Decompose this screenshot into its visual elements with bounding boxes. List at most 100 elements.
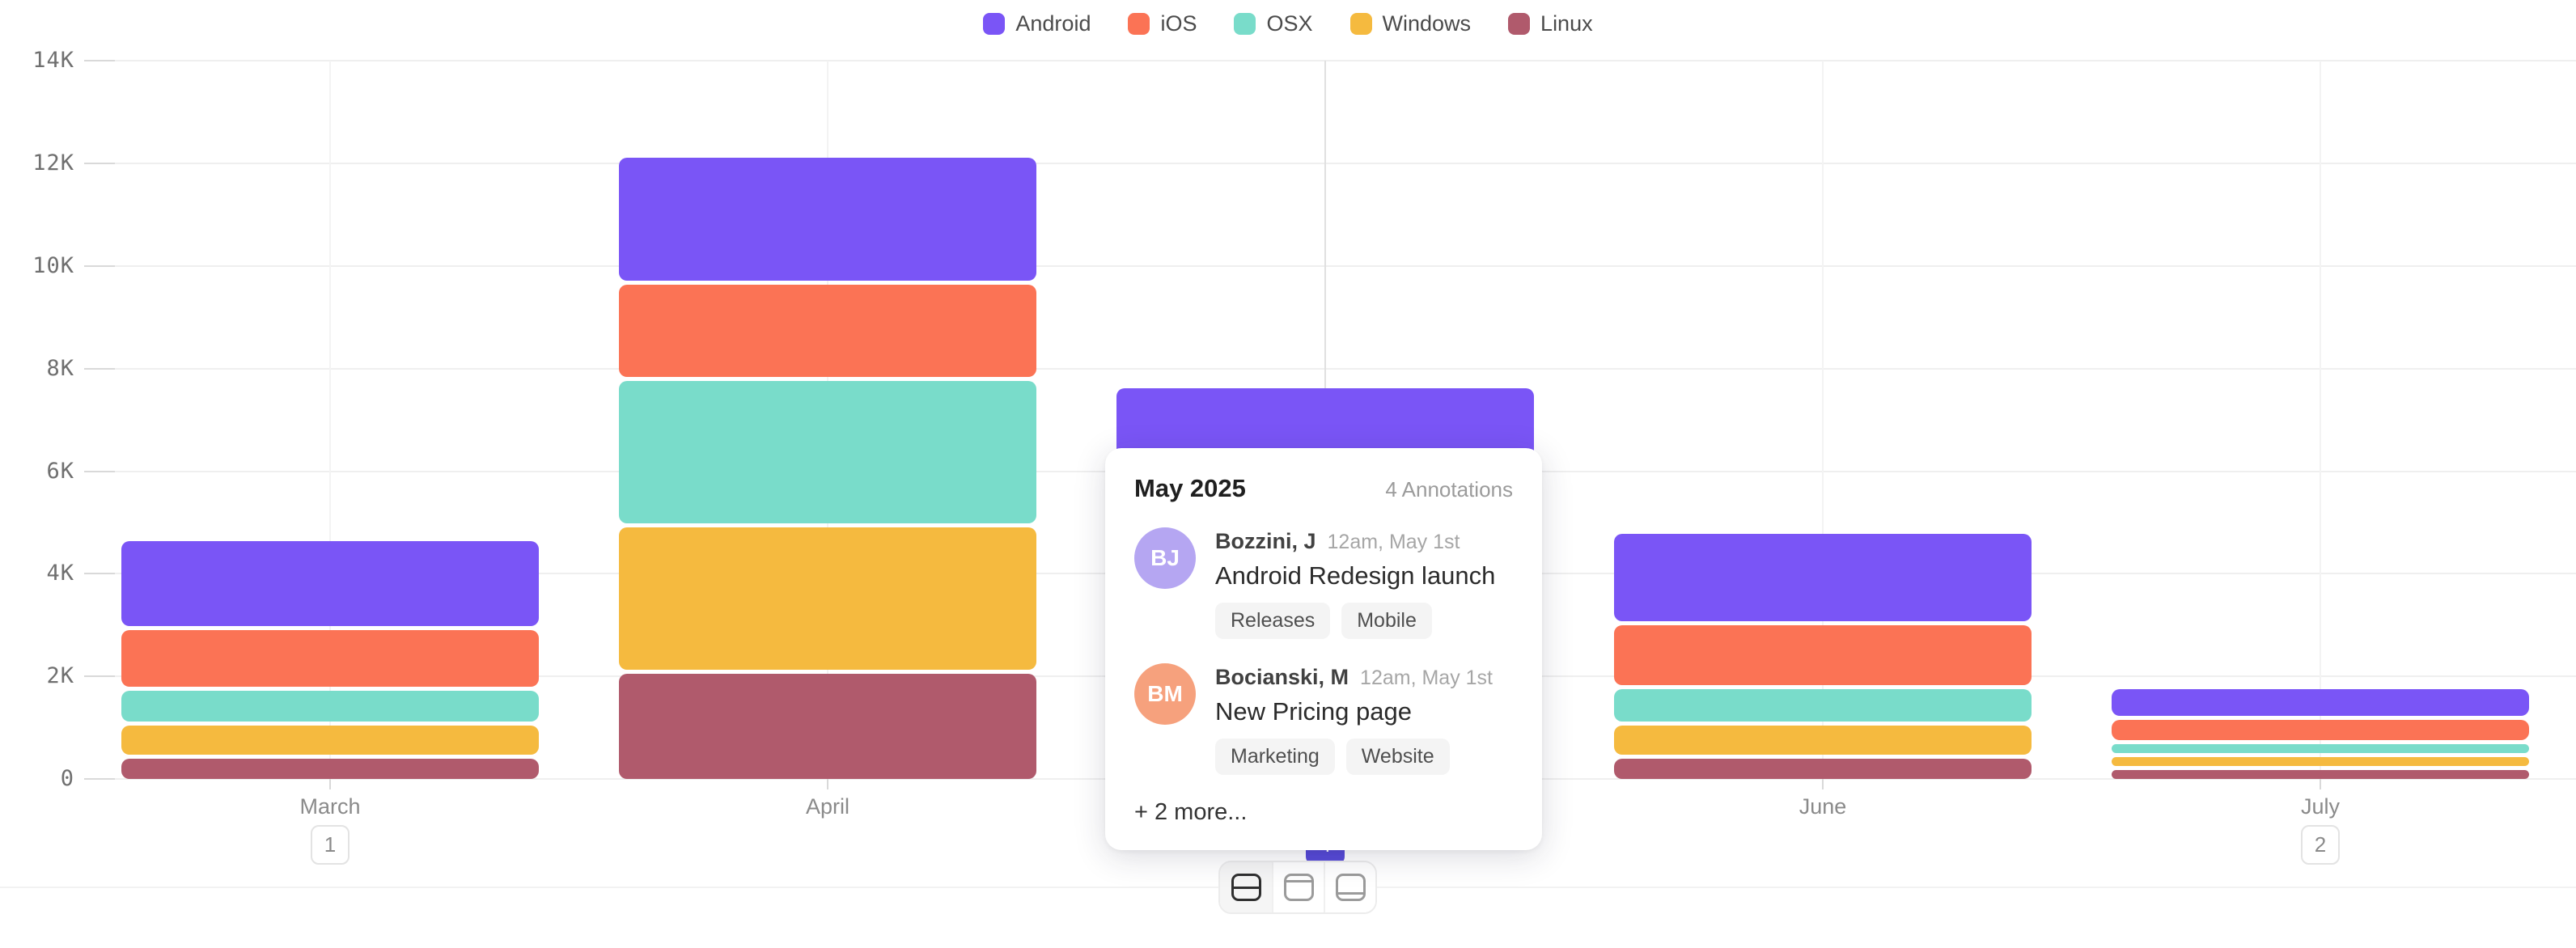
bar-segment-march-ios[interactable] — [121, 630, 539, 687]
tooltip-entries: BJ Bozzini, J 12am, May 1st Android Redesig… — [1134, 527, 1513, 775]
annotation-entry-body: Bozzini, J 12am, May 1st Android Redesign … — [1215, 527, 1495, 639]
legend-item-windows[interactable]: Windows — [1349, 11, 1472, 36]
annotation-tags: Marketing Website — [1215, 739, 1493, 775]
annotation-timestamp: 12am, May 1st — [1360, 667, 1493, 689]
annotation-author-row: Bozzini, J 12am, May 1st — [1215, 529, 1495, 554]
panel-bottom-icon — [1335, 874, 1366, 901]
y-axis-label: 2K — [46, 663, 74, 689]
bar-segment-march-osx[interactable] — [121, 691, 539, 722]
month-center-gridline — [329, 61, 331, 779]
y-gridline — [84, 60, 2576, 62]
annotation-tag-chip: Website — [1345, 739, 1450, 775]
annotation-entry: BM Bocianski, M 12am, May 1st New Pricing p… — [1134, 663, 1513, 775]
bar-segment-april-osx[interactable] — [619, 381, 1036, 523]
bar-segment-march-android[interactable] — [121, 541, 539, 626]
x-axis-tick — [329, 779, 331, 789]
bar-segment-june-linux[interactable] — [1614, 759, 2032, 779]
annotation-tag-chip: Marketing — [1215, 739, 1335, 775]
legend-swatch-icon — [1349, 13, 1372, 35]
annotations-tooltip: May 2025 4 Annotations BJ Bozzini, J 12am,… — [1105, 448, 1542, 850]
y-gridline — [84, 367, 2576, 370]
bar-segment-june-osx[interactable] — [1614, 689, 2032, 722]
legend-swatch-icon — [983, 13, 1006, 35]
layout-toggle-toolbar — [1218, 861, 1377, 914]
tooltip-month-title: May 2025 — [1134, 474, 1246, 502]
legend-item-ios[interactable]: iOS — [1128, 11, 1197, 36]
bar-segment-april-linux[interactable] — [619, 674, 1036, 779]
annotation-entry-body: Bocianski, M 12am, May 1st New Pricing pag… — [1215, 663, 1493, 775]
bar-segment-april-ios[interactable] — [619, 285, 1036, 377]
annotation-title: New Pricing page — [1215, 697, 1412, 726]
x-axis-tick — [2320, 779, 2321, 789]
y-axis-label: 12K — [32, 150, 74, 176]
bar-segment-july-ios[interactable] — [2112, 720, 2529, 740]
y-gridline — [84, 265, 2576, 267]
y-axis-tick — [84, 163, 115, 165]
annotation-title: Android Redesign launch — [1215, 561, 1496, 590]
annotation-count-badge-march[interactable]: 1 — [310, 825, 350, 865]
annotation-author-row: Bocianski, M 12am, May 1st — [1215, 665, 1493, 690]
bar-segment-march-linux[interactable] — [121, 759, 539, 779]
tooltip-header: May 2025 4 Annotations — [1134, 474, 1513, 503]
annotation-tags: Releases Mobile — [1215, 603, 1495, 639]
layout-split-middle-button[interactable] — [1220, 862, 1272, 912]
bar-segment-april-android[interactable] — [619, 158, 1036, 281]
y-axis-tick — [84, 778, 115, 780]
avatar-initials: BM — [1147, 681, 1183, 706]
panel-top-icon — [1283, 874, 1314, 901]
legend-label: Android — [1015, 11, 1091, 36]
annotation-badge-wrap: 2 — [2256, 825, 2385, 865]
avatar-initials: BJ — [1150, 545, 1180, 570]
y-axis-tick — [84, 60, 115, 62]
x-axis-label-april: April — [805, 794, 849, 819]
y-axis-tick — [84, 265, 115, 267]
x-axis-tick — [1822, 779, 1824, 789]
x-axis-tick — [827, 779, 828, 789]
legend-item-linux[interactable]: Linux — [1508, 11, 1593, 36]
x-axis-label-june: June — [1799, 794, 1847, 819]
bar-segment-july-windows[interactable] — [2112, 757, 2529, 766]
x-axis-label-march: March — [299, 794, 361, 819]
annotation-tag-chip: Releases — [1215, 603, 1331, 639]
bar-segment-june-windows[interactable] — [1614, 726, 2032, 755]
layout-panel-bottom-button[interactable] — [1324, 862, 1375, 912]
tooltip-annotations-count: 4 Annotations — [1385, 477, 1513, 502]
annotation-badge-wrap: 1 — [265, 825, 395, 865]
layout-panel-top-button[interactable] — [1272, 862, 1324, 912]
bar-segment-july-android[interactable] — [2112, 689, 2529, 716]
y-gridline — [84, 163, 2576, 165]
bar-segment-june-ios[interactable] — [1614, 625, 2032, 685]
legend-label: Windows — [1382, 11, 1472, 36]
x-axis-label-july: July — [2300, 794, 2340, 819]
chart-legend: Android iOS OSX Windows Linux — [0, 11, 2576, 36]
month-center-gridline — [2320, 61, 2321, 779]
bar-segment-march-windows[interactable] — [121, 726, 539, 755]
annotation-entry: BJ Bozzini, J 12am, May 1st Android Redesig… — [1134, 527, 1513, 639]
bar-segment-july-osx[interactable] — [2112, 744, 2529, 753]
legend-item-osx[interactable]: OSX — [1234, 11, 1313, 36]
legend-swatch-icon — [1234, 13, 1256, 35]
y-axis-label: 4K — [46, 561, 74, 586]
annotation-tag-chip: Mobile — [1341, 603, 1432, 639]
avatar: BM — [1134, 663, 1196, 725]
y-axis-tick — [84, 573, 115, 575]
bar-segment-april-windows[interactable] — [619, 527, 1036, 670]
y-axis-label: 8K — [46, 355, 74, 381]
hover-crosshair-line — [1324, 61, 1326, 388]
y-axis-tick — [84, 675, 115, 678]
month-center-gridline — [1822, 61, 1824, 779]
y-axis-label: 6K — [46, 458, 74, 484]
annotation-author: Bozzini, J — [1215, 529, 1316, 553]
show-more-annotations-link[interactable]: + 2 more... — [1134, 799, 1248, 825]
bar-segment-june-android[interactable] — [1614, 534, 2032, 621]
legend-label: Linux — [1540, 11, 1593, 36]
avatar: BJ — [1134, 527, 1196, 589]
legend-label: OSX — [1266, 11, 1313, 36]
y-axis-tick — [84, 470, 115, 472]
legend-label: iOS — [1160, 11, 1197, 36]
legend-item-android[interactable]: Android — [983, 11, 1091, 36]
y-axis-label: 14K — [32, 48, 74, 74]
bar-segment-july-linux[interactable] — [2112, 770, 2529, 779]
annotation-count-badge-july[interactable]: 2 — [2300, 825, 2341, 865]
